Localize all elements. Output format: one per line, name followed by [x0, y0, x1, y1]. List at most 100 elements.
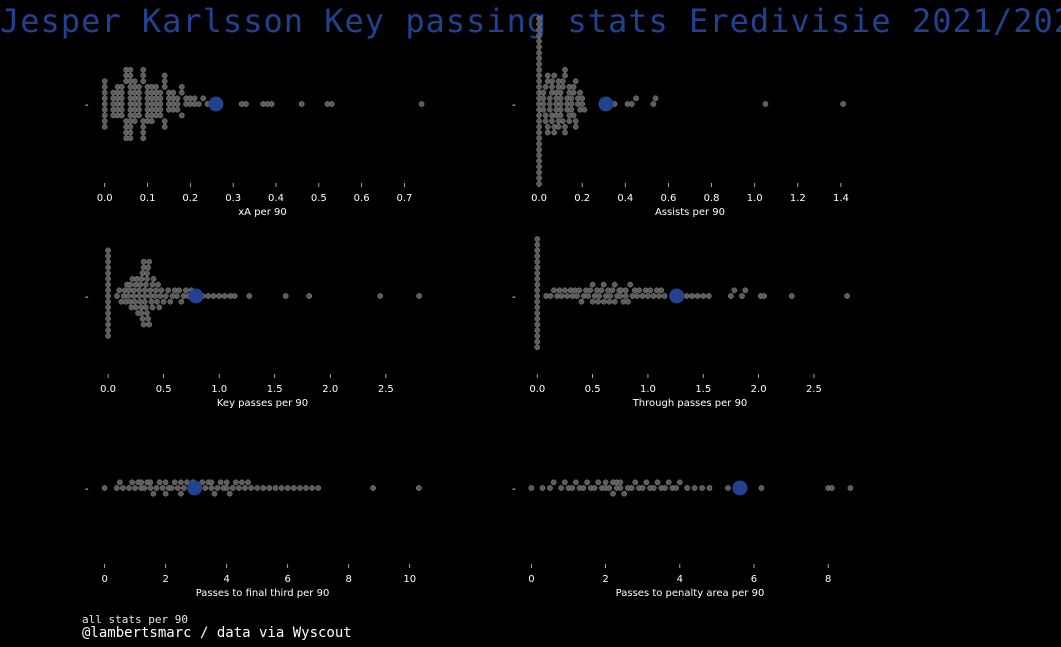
data-point: [105, 287, 111, 294]
data-point: [540, 95, 547, 102]
data-point: [562, 129, 568, 136]
data-point: [149, 304, 156, 311]
data-point: [157, 101, 164, 107]
xtick-label: 2.5: [806, 384, 822, 395]
xtick-label: 0.0: [100, 384, 116, 395]
data-point: [101, 84, 108, 90]
data-point: [154, 298, 160, 305]
data-point: [544, 129, 551, 136]
data-point: [136, 287, 143, 294]
data-point: [569, 485, 576, 491]
data-point: [570, 112, 577, 119]
data-point: [208, 479, 215, 486]
data-point: [145, 264, 151, 271]
data-point: [370, 485, 376, 491]
data-point: [673, 485, 679, 491]
data-point: [131, 78, 138, 85]
data-point: [639, 293, 646, 299]
data-point: [556, 287, 563, 294]
data-point: [609, 287, 616, 294]
data-point: [127, 66, 134, 73]
data-point: [761, 293, 767, 299]
highlight-player-point: [669, 288, 685, 304]
data-point: [534, 304, 541, 311]
data-point: [139, 315, 146, 322]
data-point: [574, 293, 580, 299]
data-point: [847, 485, 854, 491]
data-point: [141, 287, 148, 294]
data-point: [105, 270, 111, 277]
data-point: [536, 118, 542, 124]
data-point: [547, 106, 553, 113]
data-point: [196, 101, 202, 107]
data-point: [127, 281, 134, 288]
data-point: [557, 95, 564, 102]
data-point: [161, 123, 168, 130]
data-point: [617, 479, 624, 486]
data-point: [762, 101, 769, 107]
data-point: [557, 106, 564, 113]
data-point: [639, 485, 646, 491]
xtick-label: 10: [403, 574, 416, 585]
data-point: [568, 106, 575, 113]
data-point: [150, 276, 157, 282]
data-point: [248, 485, 254, 491]
ytick-label: -: [85, 292, 89, 303]
xtick-label: 6: [284, 574, 290, 585]
data-point: [174, 293, 180, 299]
data-point: [628, 485, 635, 491]
data-point: [211, 490, 218, 497]
data-point: [118, 112, 125, 119]
ytick-label: -: [85, 484, 89, 495]
data-point: [136, 89, 142, 96]
data-point: [562, 66, 568, 73]
data-point: [140, 258, 147, 265]
data-point: [534, 270, 541, 277]
data-point: [105, 298, 111, 305]
data-point: [652, 95, 659, 102]
data-point: [140, 321, 147, 328]
data-point: [534, 241, 541, 248]
data-point: [101, 89, 108, 96]
data-point: [536, 163, 542, 170]
xtick-label: 1.2: [790, 193, 806, 204]
data-point: [632, 479, 639, 486]
data-point: [654, 479, 661, 486]
data-point: [178, 490, 184, 497]
swarm-panel-6: - 0 2 4 6 8 Passes to penalty area per 90: [512, 479, 854, 599]
data-point: [558, 485, 564, 491]
data-point: [694, 293, 701, 299]
data-point: [758, 485, 765, 491]
xtick-label: 0: [528, 574, 534, 585]
data-point: [536, 72, 542, 79]
x-axis-label: Through passes per 90: [632, 398, 748, 409]
data-point: [572, 123, 579, 130]
data-point: [536, 112, 542, 119]
data-point: [705, 293, 712, 299]
data-point: [536, 169, 542, 176]
data-point: [284, 485, 291, 491]
data-point: [547, 485, 553, 491]
data-point: [536, 38, 542, 45]
data-point: [178, 89, 185, 96]
data-point: [600, 298, 607, 305]
data-point: [572, 78, 579, 85]
data-point: [534, 276, 541, 282]
data-point: [665, 479, 672, 486]
data-point: [661, 293, 668, 299]
footer-credit: @lambertsmarc / data via Wyscout: [82, 625, 352, 641]
data-point: [161, 72, 168, 79]
data-point: [610, 490, 616, 497]
data-point: [161, 78, 168, 85]
data-point: [141, 293, 148, 299]
data-point: [700, 293, 707, 299]
data-point: [418, 101, 425, 107]
data-point: [157, 95, 164, 102]
data-point: [145, 315, 151, 322]
data-point: [589, 298, 596, 305]
data-point: [155, 281, 161, 288]
data-point: [415, 485, 422, 491]
data-point: [158, 287, 165, 294]
x-axis-label: Passes to final third per 90: [196, 588, 330, 599]
